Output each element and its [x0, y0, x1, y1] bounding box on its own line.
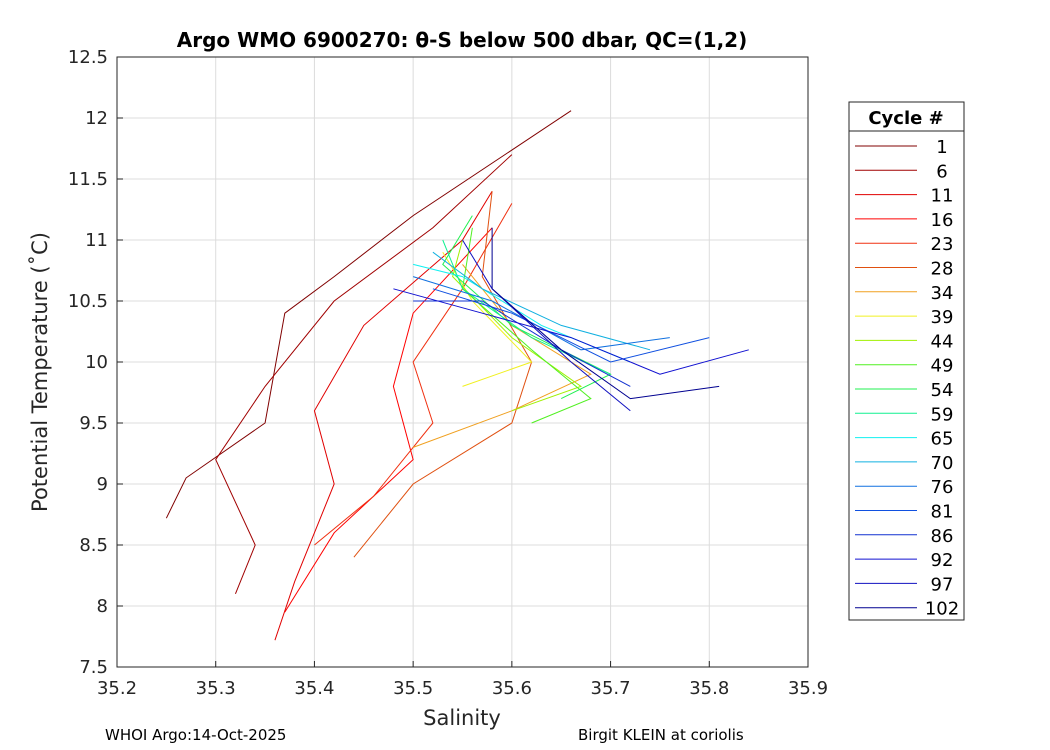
series-line-cycle-97 [462, 239, 631, 412]
y-tick-label: 10.5 [68, 291, 108, 312]
series-line-cycle-44 [452, 239, 583, 412]
legend-label-11: 11 [931, 186, 954, 207]
legend-label-16: 16 [931, 210, 954, 231]
legend-label-28: 28 [931, 259, 954, 280]
series-line-cycle-59 [442, 239, 611, 375]
series-line-cycle-102 [491, 227, 720, 400]
legend-label-49: 49 [931, 356, 954, 377]
legend-label-86: 86 [931, 526, 954, 547]
series-lines [165, 110, 749, 641]
legend-label-34: 34 [931, 283, 954, 304]
legend-label-92: 92 [931, 550, 954, 571]
x-tick-label: 35.7 [591, 678, 631, 699]
y-tick-label: 8.5 [79, 535, 108, 556]
series-line-cycle-6 [215, 154, 513, 594]
x-tick-label: 35.2 [97, 678, 137, 699]
series-line-cycle-16 [284, 227, 493, 613]
series-line-cycle-34 [412, 264, 592, 448]
x-tick-label: 35.6 [492, 678, 532, 699]
legend-label-65: 65 [931, 429, 954, 450]
legend-label-70: 70 [931, 453, 954, 474]
series-line-cycle-1 [165, 110, 572, 519]
y-tick-label: 9.5 [79, 413, 108, 434]
series-line-cycle-92 [393, 288, 749, 375]
ticks: 35.2 35.3 35.4 35.5 35.6 35.7 35.8 35.9 7.5 8 8.5 9… [68, 47, 828, 699]
series-line-cycle-86 [413, 300, 631, 387]
x-tick-label: 35.5 [393, 678, 433, 699]
y-tick-label: 11.5 [68, 169, 108, 190]
legend-label-97: 97 [931, 574, 954, 595]
footer-right: Birgit KLEIN at coriolis [578, 726, 744, 744]
x-axis-label: Salinity [423, 706, 501, 730]
legend-label-81: 81 [931, 502, 954, 523]
legend-label-39: 39 [931, 307, 954, 328]
legend-label-44: 44 [931, 331, 954, 352]
legend-label-1: 1 [936, 137, 947, 158]
y-tick-label: 12 [85, 108, 108, 129]
series-line-cycle-49 [461, 227, 592, 424]
series-line-cycle-28 [353, 191, 533, 558]
legend-label-102: 102 [925, 599, 959, 620]
series-line-cycle-54 [442, 215, 612, 400]
legend-label-6: 6 [936, 161, 947, 182]
x-tick-label: 35.9 [788, 678, 828, 699]
legend: Cycle # 16111623283439444954596570768186… [848, 101, 965, 621]
y-axis-label: Potential Temperature (˚C) [28, 232, 52, 512]
x-tick-label: 35.3 [196, 678, 236, 699]
y-tick-label: 9 [97, 474, 108, 495]
series-line-cycle-70 [432, 251, 651, 351]
chart-title: Argo WMO 6900270: θ-S below 500 dbar, QC… [177, 28, 747, 52]
legend-label-76: 76 [931, 477, 954, 498]
y-tick-label: 10 [85, 352, 108, 373]
x-tick-label: 35.8 [689, 678, 729, 699]
legend-title: Cycle # [868, 108, 943, 129]
y-tick-label: 11 [85, 230, 108, 251]
legend-label-54: 54 [931, 380, 954, 401]
y-tick-label: 12.5 [68, 47, 108, 68]
legend-label-23: 23 [931, 234, 954, 255]
x-tick-label: 35.4 [294, 678, 334, 699]
y-tick-label: 8 [97, 596, 108, 617]
y-tick-label: 7.5 [79, 657, 108, 678]
legend-label-59: 59 [931, 404, 954, 425]
footer-left: WHOI Argo:14-Oct-2025 [105, 726, 287, 744]
